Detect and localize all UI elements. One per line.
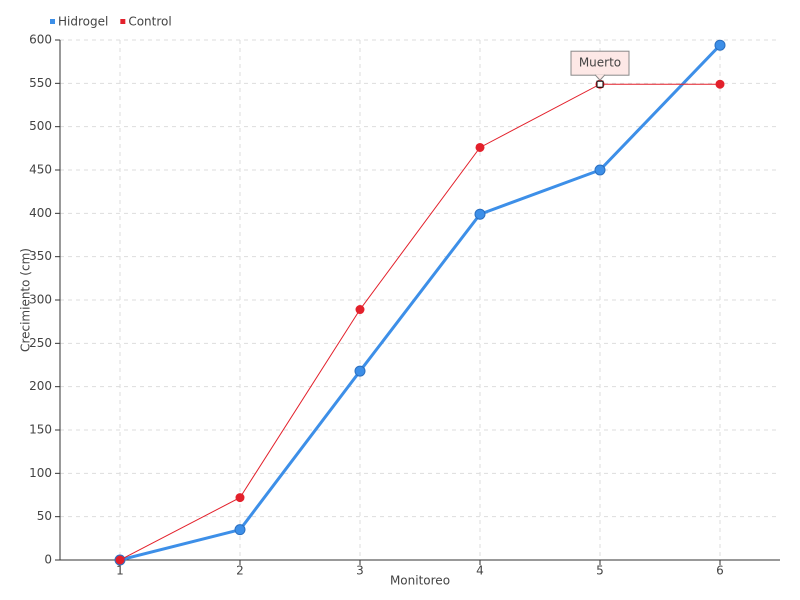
y-tick-label: 250 xyxy=(29,336,52,350)
y-tick-label: 200 xyxy=(29,379,52,393)
y-tick-label: 600 xyxy=(29,33,52,47)
legend-swatch xyxy=(50,19,55,24)
annotation: Muerto xyxy=(570,50,630,88)
annotation-box xyxy=(570,50,630,76)
y-tick-label: 500 xyxy=(29,119,52,133)
data-point xyxy=(475,142,485,152)
legend-swatch xyxy=(120,19,126,24)
x-tick-label: 1 xyxy=(116,564,124,578)
data-point xyxy=(355,305,365,315)
y-tick-label: 50 xyxy=(37,509,52,523)
data-point xyxy=(234,524,246,536)
data-point xyxy=(715,79,725,89)
y-tick-label: 150 xyxy=(29,423,52,437)
legend-label: Hidrogel xyxy=(58,15,108,29)
data-point xyxy=(115,555,125,565)
annotation-marker xyxy=(596,80,604,88)
y-tick-label: 550 xyxy=(29,76,52,90)
y-tick-label: 400 xyxy=(29,206,52,220)
series-line xyxy=(119,44,722,562)
x-tick-label: 3 xyxy=(356,564,364,578)
y-tick-label: 300 xyxy=(29,293,52,307)
x-tick-label: 4 xyxy=(476,564,484,578)
y-tick-label: 350 xyxy=(29,249,52,263)
data-point xyxy=(235,493,245,503)
annotation-pointer xyxy=(594,74,606,81)
y-tick-label: 0 xyxy=(44,553,52,567)
series-line xyxy=(119,83,720,561)
data-point xyxy=(474,208,486,220)
data-point xyxy=(594,164,606,176)
y-axis-label: Crecimiento (cm) xyxy=(19,248,33,352)
x-tick-label: 2 xyxy=(236,564,244,578)
data-point xyxy=(354,365,366,377)
y-tick-label: 450 xyxy=(29,163,52,177)
y-tick-label: 100 xyxy=(29,466,52,480)
x-axis-label: Monitoreo xyxy=(390,574,450,588)
x-tick-label: 5 xyxy=(596,564,604,578)
legend-label: Control xyxy=(128,15,171,29)
data-point xyxy=(714,39,726,51)
annotation-text: Muerto xyxy=(579,56,621,70)
x-tick-label: 6 xyxy=(716,564,724,578)
